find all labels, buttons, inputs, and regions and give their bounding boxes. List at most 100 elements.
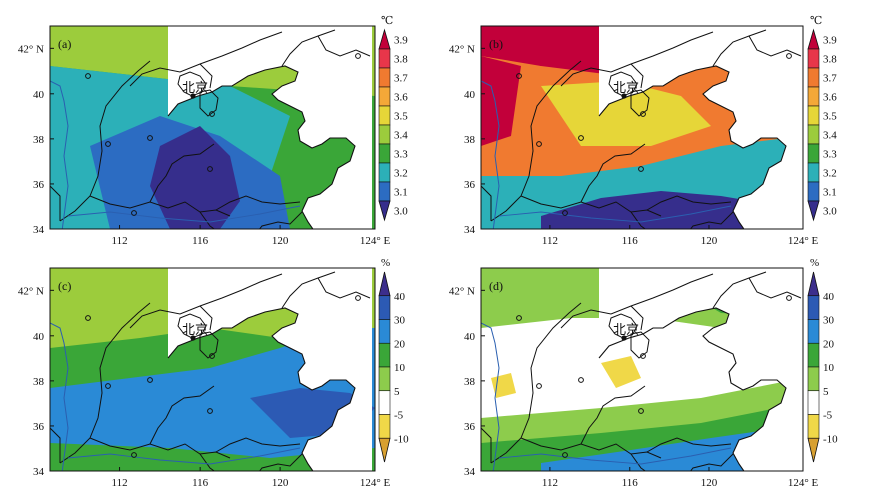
city-label: 北京 [182,80,208,95]
colorbar-unit: % [810,257,819,269]
colorbar-segment [807,390,820,415]
colorbar-segment [807,414,820,439]
colorbar-segment [378,437,391,463]
y-tick-label: 34 [464,224,476,236]
colorbar-segment [807,124,820,145]
colorbar-segment [378,181,391,202]
colorbar-label: 3.9 [394,35,408,47]
colorbar-segment [378,48,391,69]
colorbar-label: -10 [823,433,838,445]
x-tick-label: 120 [701,477,718,489]
colorbar-label: 3.9 [823,35,837,47]
colorbar-label: 3.2 [823,168,837,180]
map-panel-2: 北京 (b) 112 116 120 124° E 34 36 38 40 42° N [449,25,819,247]
colorbar-segment [807,366,820,392]
colorbar-label: -5 [823,410,833,422]
colorbar-unit: ℃ [381,15,393,27]
colorbar-label: -5 [394,410,404,422]
colorbar-segment [807,342,820,368]
colorbar-segment [807,271,820,297]
colorbars-layer: ℃3.93.83.73.63.53.43.33.23.13.0℃3.93.83.… [378,15,838,463]
colorbar-segment [378,319,391,344]
colorbar-segment [378,200,391,222]
colorbar-segment [807,143,820,164]
x-tick-label: 120 [272,477,289,489]
colorbar-label: 10 [823,362,835,374]
y-tick-label: 36 [464,421,476,433]
y-tick-label: 42° N [449,43,475,55]
colorbar-label: 3.8 [394,54,408,66]
colorbar-segment [807,67,820,88]
y-tick-label: 34 [33,466,45,478]
colorbar-segment [378,124,391,145]
colorbar-segment [378,162,391,183]
y-tick-label: 36 [464,179,476,191]
colorbar-segment [807,28,820,50]
colorbar-segment [378,390,391,415]
colorbar-label: 3.3 [823,149,837,161]
colorbar-segment [807,48,820,69]
x-tick-label: 124° E [360,477,391,489]
map-frame [49,25,376,230]
colorbar-label: 3.4 [823,130,837,142]
colorbar-label: 3.6 [394,92,408,104]
colorbar-label: 3.0 [394,206,408,218]
field-region [601,356,641,388]
colorbar-label: 5 [823,386,829,398]
y-tick-label: 42° N [449,285,475,297]
y-tick-label: 34 [464,466,476,478]
x-tick-label: 112 [542,477,558,489]
colorbar-label: 40 [823,291,835,303]
x-tick-label: 120 [701,235,718,247]
field-region [481,56,521,146]
map-panel-4: 北京 (d) 112 116 120 124° E 34 36 38 40 42° N [449,267,819,489]
colorbar: ℃3.9 3.8 3.7 3.6 3.5 3.4 3.3 3.2 3.1 3.0 [378,15,408,222]
colorbar-label: 40 [394,291,406,303]
map-frame [49,267,376,472]
colorbar-segment [378,342,391,368]
colorbar: % 40 30 20 10 5 -5 -10 [378,257,409,463]
map-panel-3: 北京 (c) 112 116 120 124° E 34 36 38 40 42° N [18,267,391,489]
x-tick-label: 124° E [788,235,819,247]
panel-label: (d) [489,279,503,293]
panels-layer: 北京 (a) 112 116 120 124° E 34 36 38 40 42° N 北京 (b) 11… [18,25,819,489]
x-tick-label: 112 [542,235,558,247]
colorbar: ℃3.9 3.8 3.7 3.6 3.5 3.4 3.3 3.2 3.1 3.0 [807,15,837,222]
colorbar-unit: % [381,257,390,269]
colorbar-segment [378,143,391,164]
y-tick-label: 36 [33,421,45,433]
panel-label: (b) [489,37,503,51]
colorbar-segment [378,86,391,107]
colorbar-segment [378,67,391,88]
colorbar-label: 3.8 [823,54,837,66]
colorbar: % 40 30 20 10 5 -5 -10 [807,257,838,463]
colorbar-segment [378,105,391,126]
colorbar-label: 30 [394,315,406,327]
colorbar-segment [807,162,820,183]
x-tick-label: 124° E [788,477,819,489]
colorbar-label: 30 [823,315,835,327]
colorbar-label: 3.5 [823,111,837,123]
colorbar-segment [807,105,820,126]
colorbar-label: 3.1 [823,187,837,199]
city-label: 北京 [613,80,639,95]
y-tick-label: 38 [464,376,476,388]
x-tick-label: 112 [112,235,128,247]
colorbar-segment [807,86,820,107]
colorbar-label: 3.7 [823,73,837,85]
colorbar-label: -10 [394,433,409,445]
x-tick-label: 116 [192,477,209,489]
colorbar-label: 5 [394,386,400,398]
city-label: 北京 [613,322,639,337]
colorbar-segment [378,271,391,297]
colorbar-label: 10 [394,362,406,374]
y-tick-label: 40 [464,89,476,101]
colorbar-label: 3.6 [823,92,837,104]
y-tick-label: 40 [33,89,45,101]
y-tick-label: 42° N [18,285,44,297]
colorbar-segment [807,319,820,344]
map-frame [480,25,804,230]
map-panel-1: 北京 (a) 112 116 120 124° E 34 36 38 40 42° N [18,25,390,247]
y-tick-label: 38 [33,134,45,146]
colorbar-label: 20 [823,338,835,350]
